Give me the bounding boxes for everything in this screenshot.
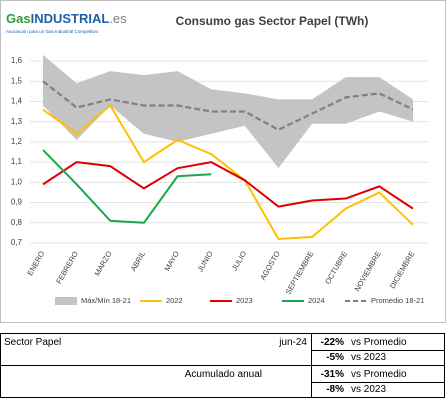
range-band	[43, 54, 413, 169]
y-tick-label: 1,1	[11, 157, 23, 166]
chart: GasINDUSTRIAL.es Asociación para un Gas …	[0, 0, 446, 323]
series-line	[42, 104, 414, 240]
legend-label: Promedio 18-21	[371, 296, 424, 305]
legend-label: Máx/Mín 18-21	[81, 296, 131, 305]
item-value: -8%	[326, 384, 344, 395]
y-tick-label: 1,0	[11, 177, 23, 186]
item-comparison: vs 2023	[351, 352, 387, 363]
legend-label: 2023	[236, 296, 253, 305]
item-value: -5%	[326, 352, 344, 363]
legend-label: 2022	[166, 296, 183, 305]
legend-label: 2024	[308, 296, 325, 305]
logo-part: INDUSTRIAL	[31, 11, 110, 26]
y-tick-label: 0,8	[11, 218, 23, 227]
y-tick-label: 1,4	[11, 97, 23, 106]
chart-frame	[0, 0, 446, 323]
item-value: -31%	[320, 369, 344, 380]
y-tick-label: 1,3	[11, 117, 23, 126]
section-label: Sector Papel	[4, 337, 62, 348]
y-tick-label: 1,6	[11, 56, 23, 65]
logo: GasINDUSTRIAL.es	[6, 11, 127, 26]
logo-part: .es	[109, 11, 127, 26]
section-period: jun-24	[279, 337, 307, 348]
divider	[311, 366, 312, 397]
logo-part: Gas	[6, 11, 31, 26]
item-comparison: vs Promedio	[351, 369, 407, 380]
chart-title: Consumo gas Sector Papel (TWh)	[176, 14, 369, 28]
y-tick-label: 0,9	[11, 198, 23, 207]
y-tick-label: 1,2	[11, 137, 23, 146]
divider	[311, 334, 312, 365]
series-line	[42, 149, 212, 224]
item-value: -22%	[320, 337, 344, 348]
section-label: Acumulado anual	[184, 369, 262, 380]
item-comparison: vs Promedio	[351, 337, 407, 348]
table-section: Sector Papel jun-24 -22% vs Promedio -5%…	[0, 333, 445, 366]
y-tick-label: 0,7	[11, 238, 23, 247]
legend-swatch	[55, 297, 77, 305]
table-section: Acumulado anual -31% vs Promedio -8% vs …	[0, 365, 445, 398]
logo-tagline: Asociación para un Gas Industrial Compet…	[6, 29, 99, 34]
y-tick-label: 1,5	[11, 76, 23, 85]
divider	[311, 382, 444, 383]
divider	[311, 350, 444, 351]
item-comparison: vs 2023	[351, 384, 387, 395]
series-line	[42, 161, 414, 210]
